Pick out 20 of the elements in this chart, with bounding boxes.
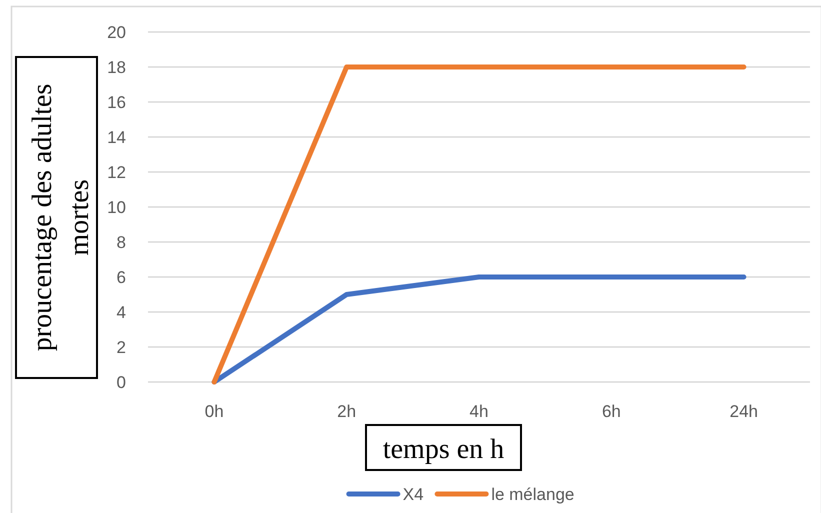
y-tick-label: 6 [116, 268, 126, 287]
y-tick-label: 14 [107, 128, 126, 147]
y-tick-label: 8 [116, 232, 126, 252]
x-tick-label: 0h [204, 402, 224, 421]
y-tick-label: 0 [116, 372, 126, 392]
x-tick-label: 4h [470, 402, 488, 421]
x-tick-label: 24h [730, 402, 758, 421]
legend-label: X4 [402, 484, 424, 504]
y-tick-label: 10 [107, 198, 126, 217]
y-tick-label: 18 [107, 58, 126, 77]
y-tick-label: 2 [116, 338, 126, 357]
y-tick-label: 20 [107, 22, 126, 42]
y-tick-label: 4 [116, 302, 126, 322]
y-tick-label: 16 [107, 92, 126, 112]
x-tick-label: 2h [337, 402, 356, 421]
x-axis-title: temps en h [382, 434, 504, 465]
legend-label: le mélange [491, 484, 574, 504]
y-tick-label: 12 [107, 162, 126, 182]
y-axis-title: proucentage des adultes mortes [27, 84, 95, 352]
x-tick-label: 6h [602, 402, 621, 421]
